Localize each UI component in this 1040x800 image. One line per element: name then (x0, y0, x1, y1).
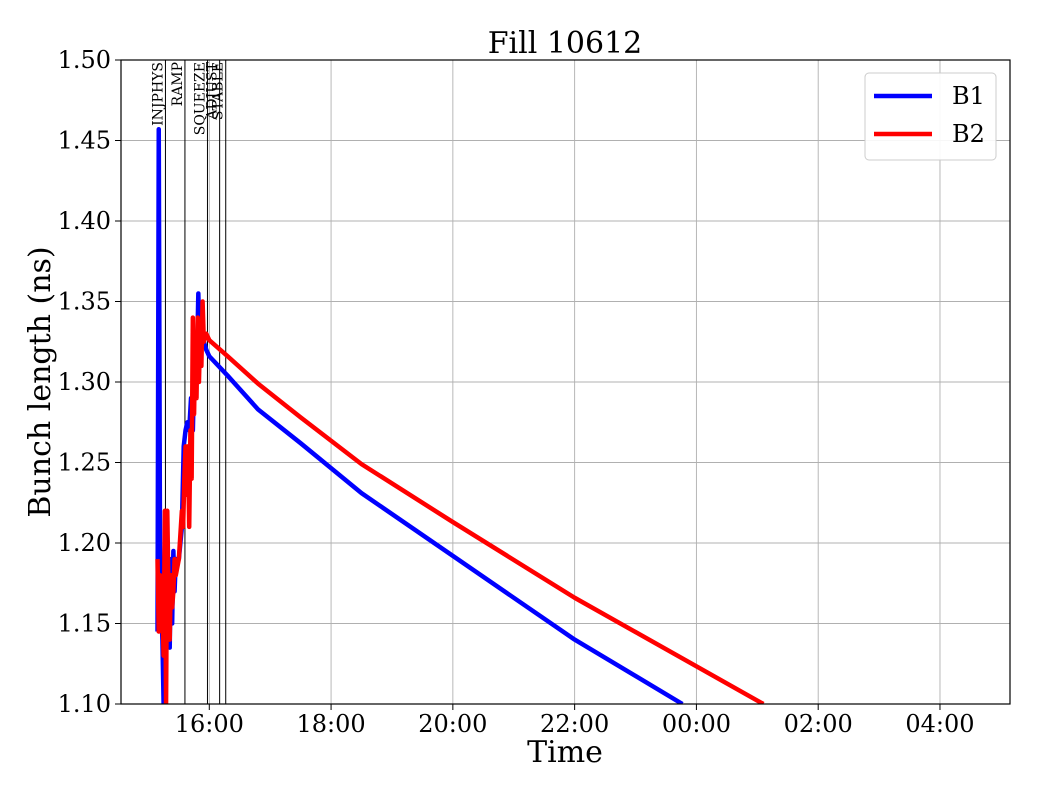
y-axis-label: Bunch length (ns) (23, 246, 58, 517)
series-layer (155, 126, 765, 704)
y-tick-label: 1.40 (58, 207, 111, 235)
phase-label-adjust: ADJUST (205, 61, 221, 120)
x-axis-ticks: 16:00 18:00 20:00 22:00 00:00 02:00 04:00 (175, 704, 975, 738)
y-tick-label: 1.30 (58, 368, 111, 396)
phase-label-ramp: RAMP (170, 62, 186, 106)
x-tick-label: 22:00 (540, 710, 609, 738)
legend-label-b2: B2 (952, 120, 985, 148)
y-tick-label: 1.20 (58, 529, 111, 557)
y-tick-label: 1.25 (58, 449, 111, 477)
x-tick-label: 00:00 (662, 710, 731, 738)
x-tick-label: 18:00 (296, 710, 365, 738)
x-tick-label: 04:00 (905, 710, 974, 738)
phase-label-stable: STABLE (211, 62, 227, 120)
x-axis-label: Time (527, 735, 603, 770)
series-line-b2 (155, 299, 765, 704)
legend-label-b1: B1 (952, 82, 985, 110)
phase-label-injphys: INJPHYS (150, 62, 166, 126)
y-tick-label: 1.50 (58, 46, 111, 74)
x-tick-label: 02:00 (784, 710, 853, 738)
y-tick-label: 1.10 (58, 690, 111, 718)
chart-title: Fill 10612 (488, 26, 643, 61)
phase-label-squeeze: SQUEEZE (192, 62, 208, 135)
x-tick-label: 16:00 (175, 710, 244, 738)
y-tick-label: 1.45 (58, 127, 111, 155)
y-tick-label: 1.15 (58, 610, 111, 638)
y-tick-label: 1.35 (58, 288, 111, 316)
x-tick-label: 20:00 (418, 710, 487, 738)
y-axis-ticks: 1.10 1.15 1.20 1.25 1.30 1.35 1.40 1.45 1.50 (58, 46, 121, 718)
